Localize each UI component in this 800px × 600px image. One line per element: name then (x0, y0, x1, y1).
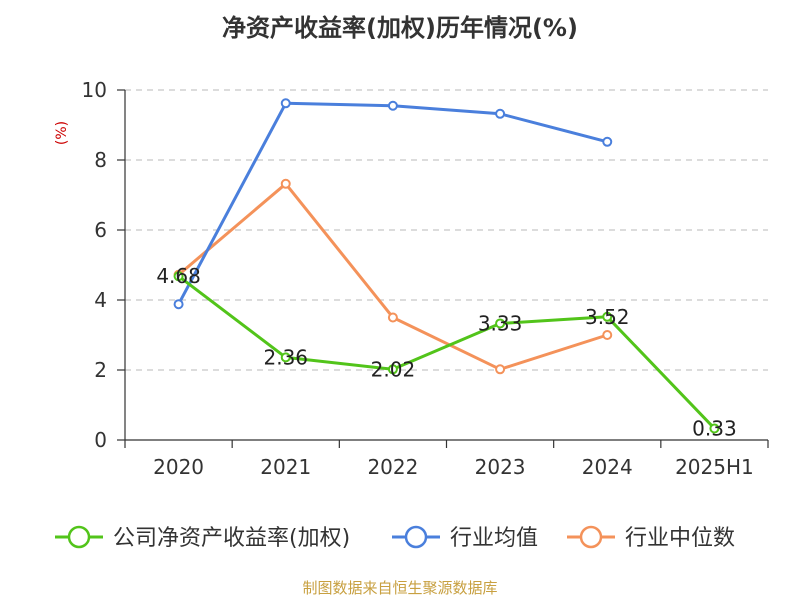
legend-marker (404, 525, 428, 549)
y-tick-label: 0 (94, 428, 107, 452)
data-label: 4.68 (156, 264, 201, 288)
y-tick-label: 2 (94, 358, 107, 382)
data-point (280, 352, 291, 363)
axes: 0 2 4 6 8 10 2020 2021 2022 2023 2024 2025H1 (82, 78, 769, 479)
x-tick-label: 2023 (475, 455, 526, 479)
legend-marker (67, 525, 91, 549)
series-line-1 (177, 101, 608, 305)
series-lines (173, 98, 720, 434)
data-point (495, 108, 506, 119)
data-label: 3.52 (585, 305, 630, 329)
y-tick-label: 8 (94, 148, 107, 172)
y-tick-label: 10 (82, 78, 107, 102)
data-point (495, 318, 506, 329)
legend-label: 公司净资产收益率(加权) (113, 526, 350, 551)
data-point (387, 100, 398, 111)
data-point (280, 178, 291, 189)
chart-title: 净资产收益率(加权)历年情况(%) (222, 14, 578, 42)
data-label: 2.36 (263, 345, 308, 369)
x-tick-label: 2025H1 (675, 455, 754, 479)
data-label: 3.33 (478, 311, 523, 335)
legend-label: 行业中位数 (625, 526, 735, 551)
data-point (173, 299, 184, 310)
data-point (280, 98, 291, 109)
data-label: 2.02 (371, 357, 416, 381)
x-tick-label: 2024 (582, 455, 633, 479)
legend: 公司净资产收益率(加权) 行业均值 行业中位数 (55, 525, 735, 551)
series-line-0 (177, 275, 716, 430)
x-tick-label: 2022 (367, 455, 418, 479)
data-point (173, 271, 184, 282)
y-tick-label: 4 (94, 288, 107, 312)
x-tick-label: 2020 (153, 455, 204, 479)
data-point (602, 311, 613, 322)
data-point (495, 364, 506, 375)
legend-marker (579, 525, 603, 549)
data-labels: 4.68 2.36 2.02 3.33 3.52 0.33 (156, 264, 736, 440)
data-point (602, 136, 613, 147)
x-tick-label: 2021 (260, 455, 311, 479)
series-line-2 (177, 182, 608, 371)
grid-lines (125, 89, 768, 371)
data-point (387, 312, 398, 323)
data-point (602, 330, 613, 340)
legend-label: 行业均值 (450, 526, 538, 551)
data-point (709, 423, 720, 434)
y-tick-label: 6 (94, 218, 107, 242)
data-point (387, 364, 398, 375)
source-note: 制图数据来自恒生聚源数据库 (302, 579, 498, 597)
data-label: 0.33 (692, 416, 737, 440)
